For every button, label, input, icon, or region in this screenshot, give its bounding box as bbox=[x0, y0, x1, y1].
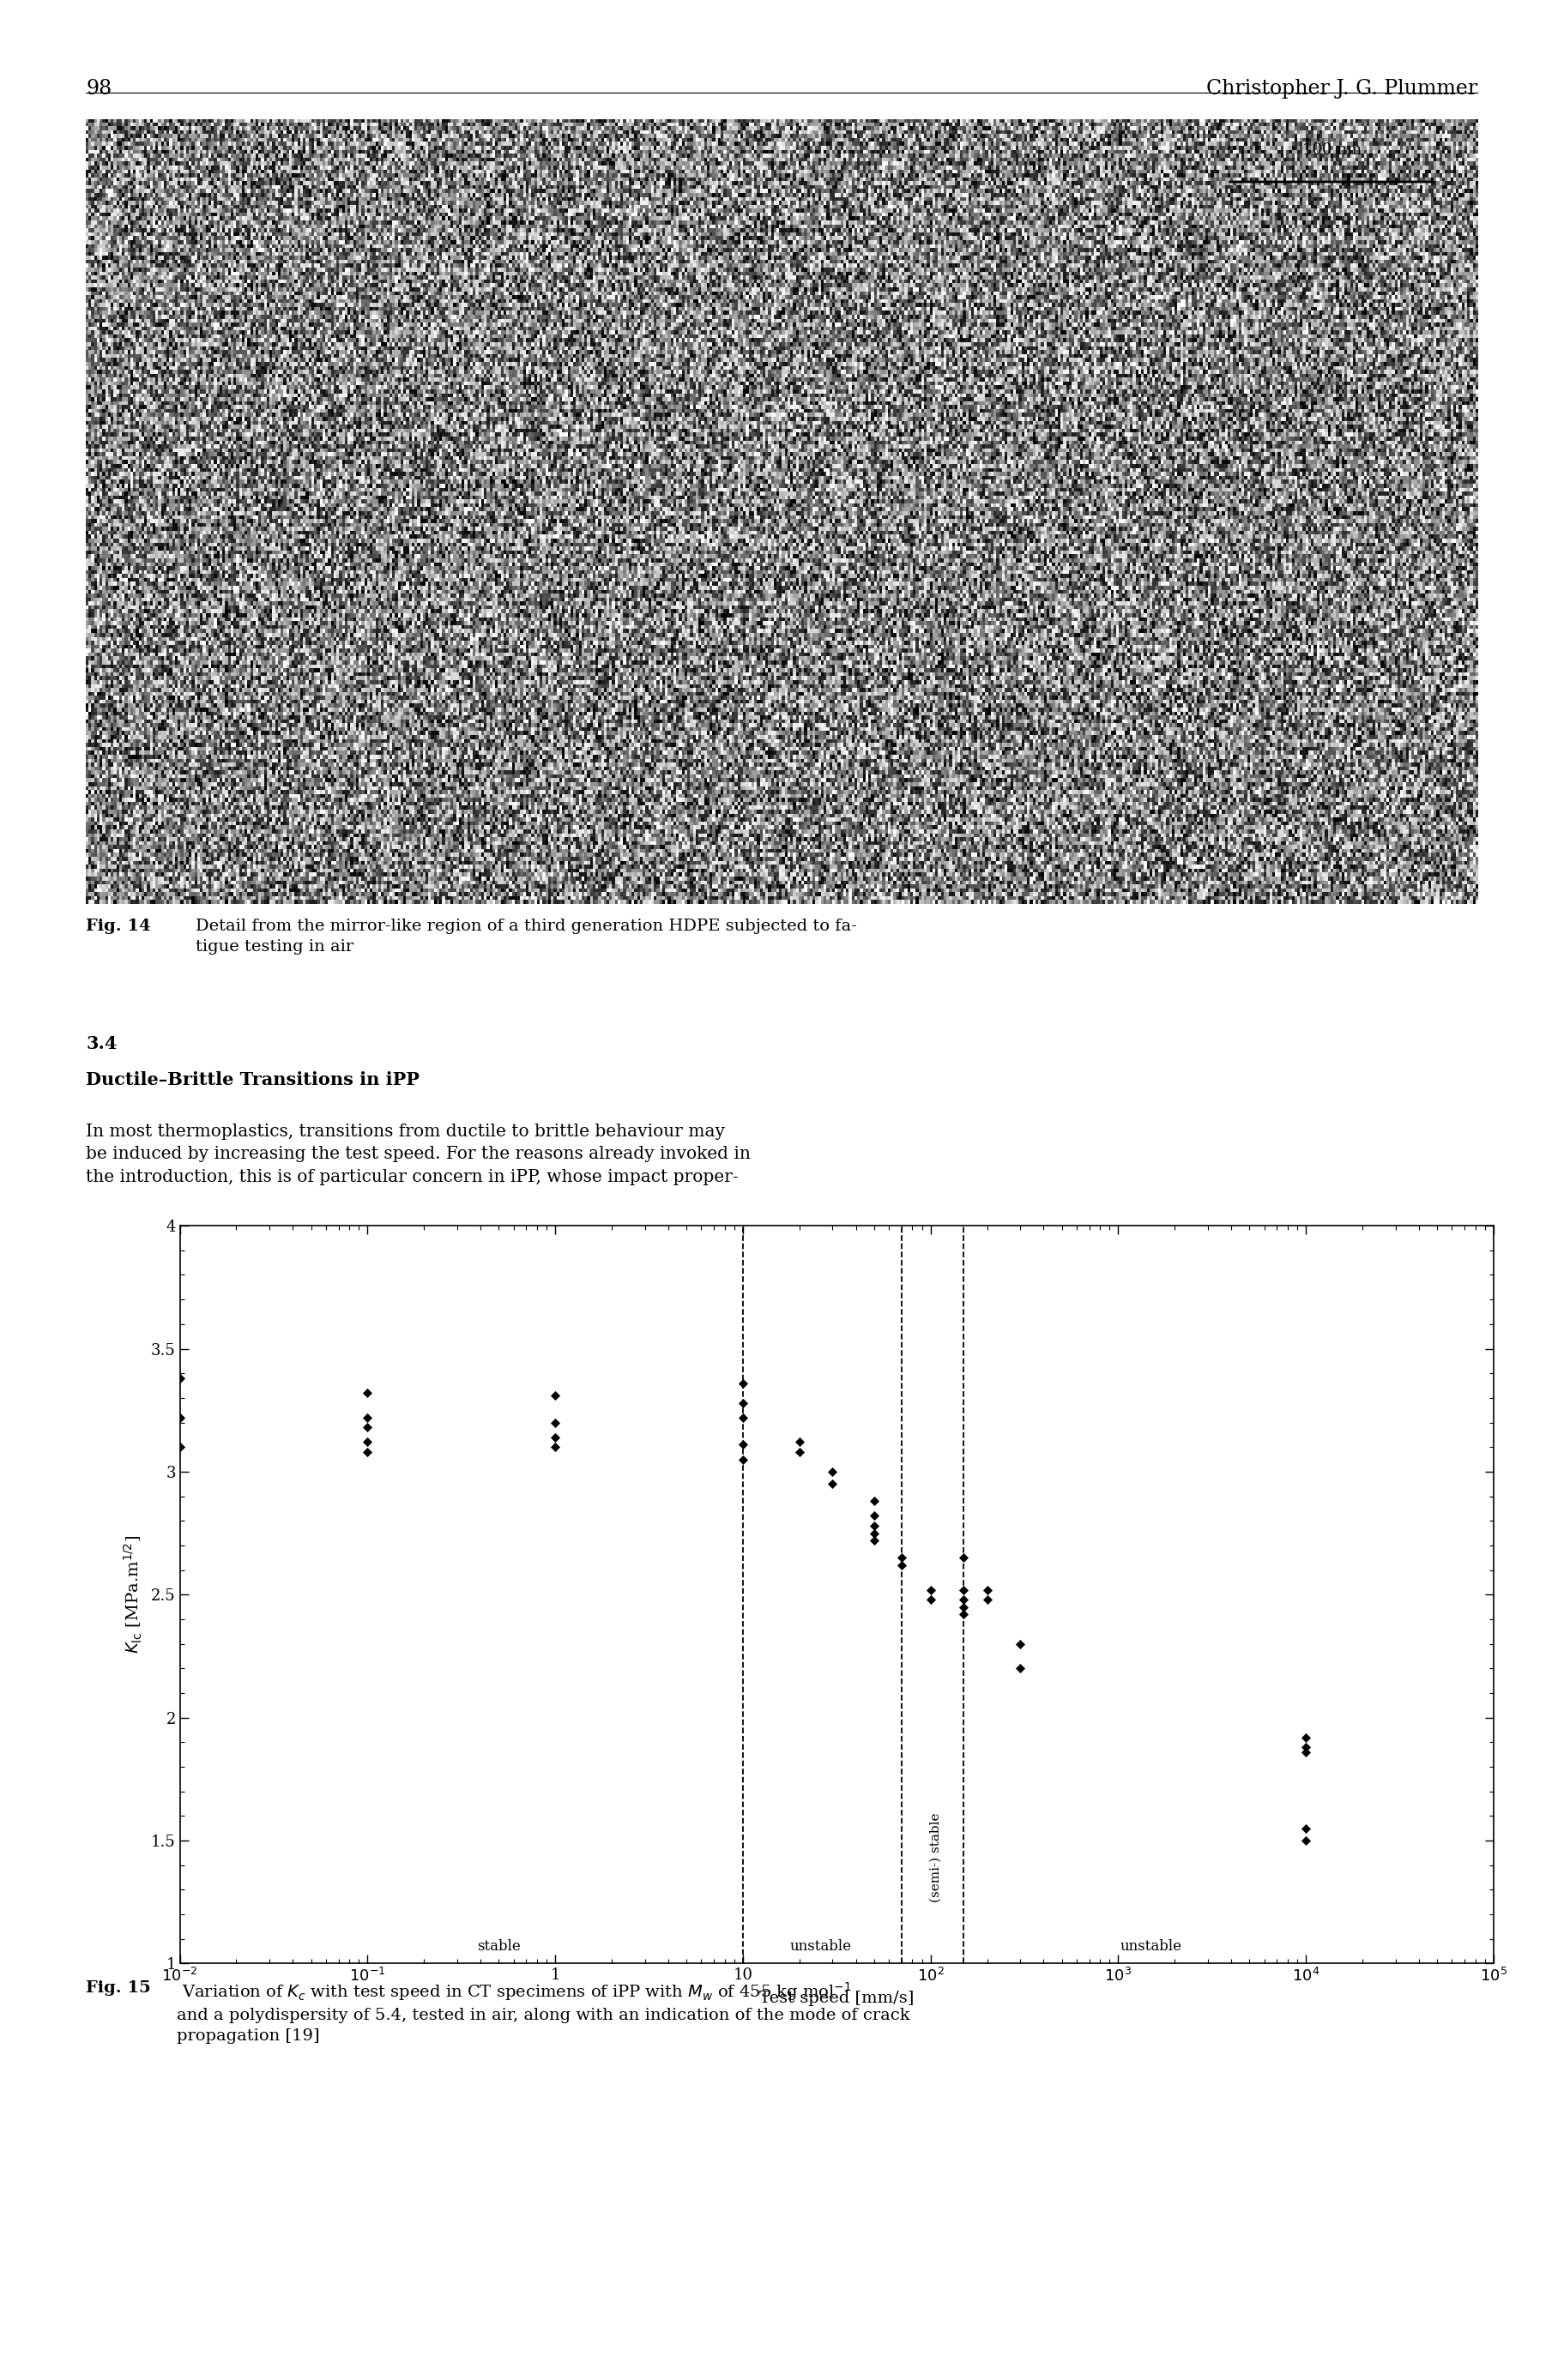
Point bbox=[1007, 1649, 1032, 1687]
Point bbox=[730, 1383, 755, 1421]
Text: stable: stable bbox=[477, 1940, 521, 1954]
Point bbox=[730, 1440, 755, 1478]
Text: Detail from the mirror-like region of a third generation HDPE subjected to fa-
t: Detail from the mirror-like region of a … bbox=[196, 919, 857, 954]
Text: unstable: unstable bbox=[1120, 1940, 1182, 1954]
Point bbox=[862, 1483, 887, 1521]
Y-axis label: $K_{\mathrm{lc}}$ [MPa.m$^{1/2}$]: $K_{\mathrm{lc}}$ [MPa.m$^{1/2}$] bbox=[122, 1535, 144, 1654]
Point bbox=[1007, 1626, 1032, 1664]
Point bbox=[167, 1399, 192, 1438]
Point bbox=[974, 1580, 999, 1618]
Point bbox=[355, 1423, 380, 1461]
Text: Fig. 15: Fig. 15 bbox=[86, 1980, 152, 1994]
Point bbox=[951, 1540, 976, 1578]
Point bbox=[951, 1587, 976, 1626]
Point bbox=[918, 1580, 943, 1618]
Point bbox=[1293, 1733, 1318, 1771]
Text: 98: 98 bbox=[86, 79, 113, 98]
Point bbox=[167, 1428, 192, 1466]
Point bbox=[862, 1514, 887, 1552]
Point bbox=[951, 1595, 976, 1633]
Text: Ductile–Brittle Transitions in iPP: Ductile–Brittle Transitions in iPP bbox=[86, 1071, 419, 1088]
Point bbox=[974, 1571, 999, 1609]
Point bbox=[543, 1404, 568, 1442]
Point bbox=[787, 1423, 812, 1461]
Point bbox=[355, 1409, 380, 1447]
Point bbox=[951, 1580, 976, 1618]
Point bbox=[730, 1426, 755, 1464]
Point bbox=[862, 1497, 887, 1535]
Text: (semi-) stable: (semi-) stable bbox=[931, 1814, 942, 1902]
Point bbox=[1293, 1821, 1318, 1859]
Point bbox=[888, 1540, 913, 1578]
Point bbox=[730, 1399, 755, 1438]
Point bbox=[1293, 1809, 1318, 1847]
Point bbox=[355, 1373, 380, 1411]
Point bbox=[918, 1571, 943, 1609]
Text: Christopher J. G. Plummer: Christopher J. G. Plummer bbox=[1207, 79, 1478, 98]
Text: 3.4: 3.4 bbox=[86, 1035, 117, 1052]
Point bbox=[355, 1399, 380, 1438]
Point bbox=[862, 1521, 887, 1559]
Point bbox=[820, 1452, 845, 1490]
Point bbox=[543, 1418, 568, 1457]
Point bbox=[888, 1547, 913, 1585]
Point bbox=[787, 1433, 812, 1471]
Text: In most thermoplastics, transitions from ductile to brittle behaviour may
be ind: In most thermoplastics, transitions from… bbox=[86, 1123, 751, 1185]
Point bbox=[862, 1507, 887, 1545]
Point bbox=[543, 1376, 568, 1414]
X-axis label: Test speed [mm/s]: Test speed [mm/s] bbox=[760, 1990, 913, 2006]
Point bbox=[951, 1571, 976, 1609]
Text: Fig. 14: Fig. 14 bbox=[86, 919, 150, 933]
Point bbox=[820, 1466, 845, 1504]
Point bbox=[1293, 1728, 1318, 1766]
Point bbox=[167, 1359, 192, 1397]
Point bbox=[1293, 1718, 1318, 1756]
Text: unstable: unstable bbox=[790, 1940, 852, 1954]
Point bbox=[543, 1428, 568, 1466]
Point bbox=[355, 1433, 380, 1471]
Text: Variation of $K_c$ with test speed in CT specimens of iPP with $M_w$ of 455 kg m: Variation of $K_c$ with test speed in CT… bbox=[177, 1980, 910, 2044]
Point bbox=[730, 1364, 755, 1402]
Text: 100 nm: 100 nm bbox=[1303, 143, 1362, 157]
